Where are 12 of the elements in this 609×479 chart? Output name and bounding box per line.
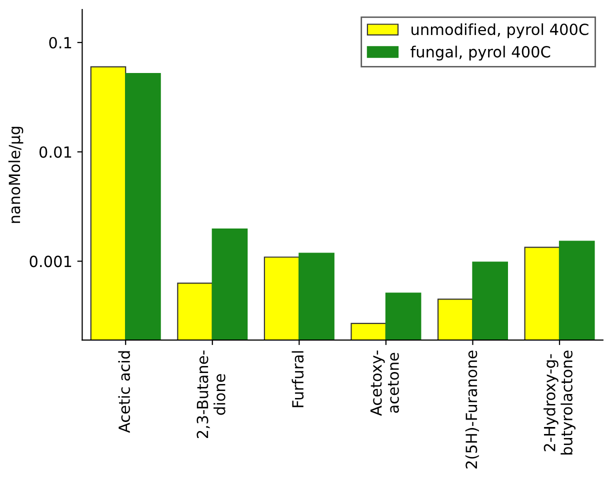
y-tick-label: 0.1 <box>49 36 72 49</box>
y-tick-label: 0.001 <box>30 256 72 268</box>
x-tick-label: Acetoxy- acetone <box>370 350 399 416</box>
x-tick-label: 2,3-Butane- dione <box>196 350 226 438</box>
x-tick-label: 2(5H)-Furanone <box>465 350 479 468</box>
y-tick-label: 0.01 <box>39 146 72 158</box>
x-tick-label: 2-Hydroxy-g- butyrolactone <box>544 350 576 455</box>
legend-label: unmodified, pyrol 400C <box>412 23 588 38</box>
x-tick-label: Furfural <box>292 351 304 408</box>
y-axis-title: nanoMole/µg <box>8 126 24 223</box>
x-tick-label: Acetic acid <box>118 351 130 433</box>
legend-label: fungal, pyrol 400C <box>410 46 550 61</box>
